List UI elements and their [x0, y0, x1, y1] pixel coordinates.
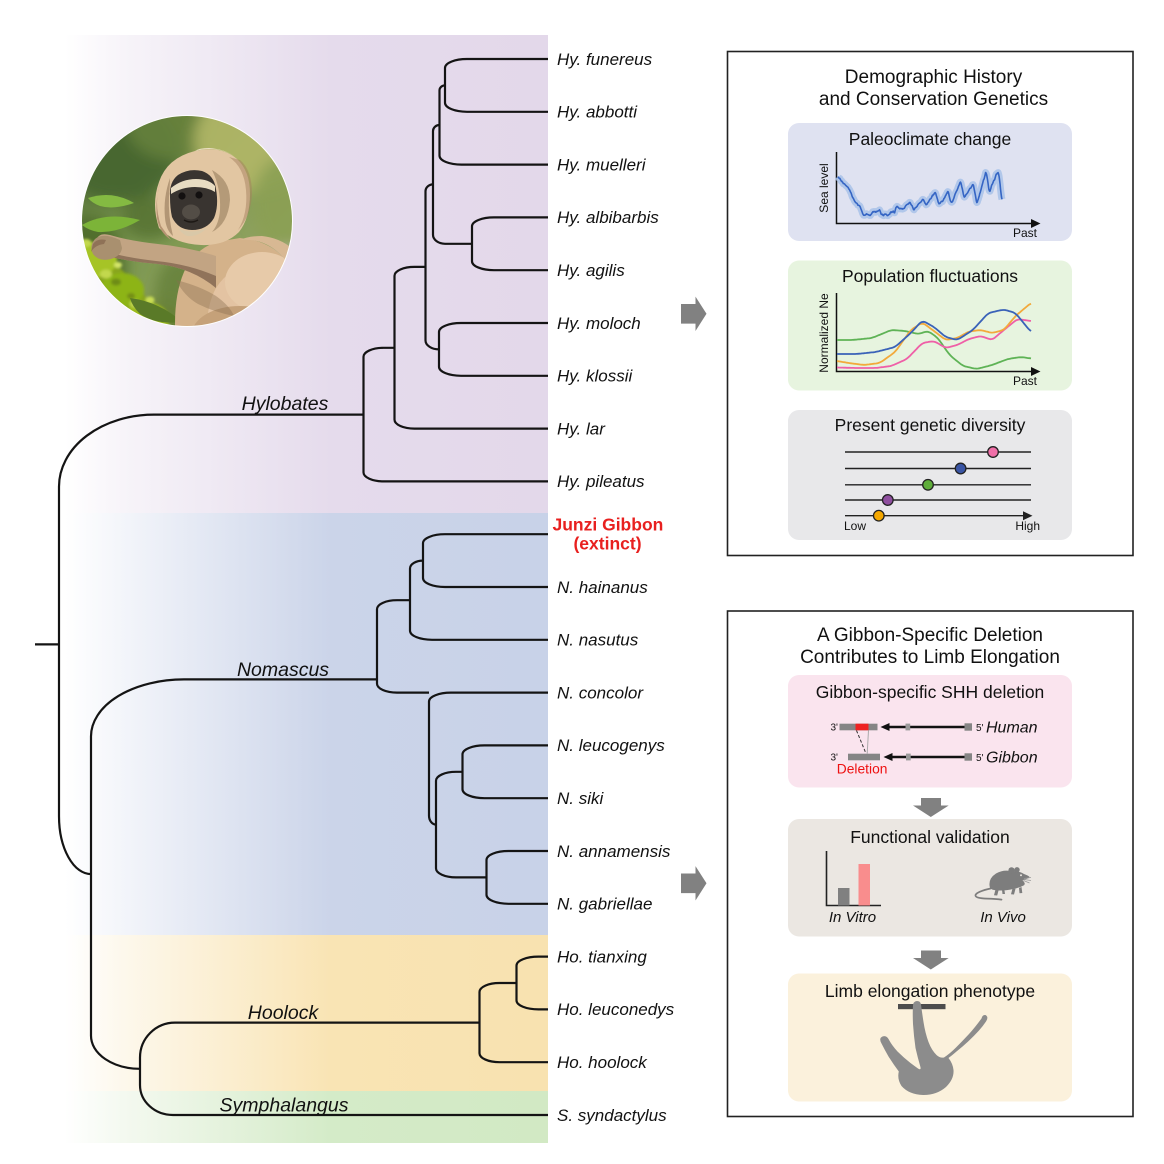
svg-text:Past: Past — [1013, 374, 1038, 388]
svg-text:Paleoclimate change: Paleoclimate change — [849, 129, 1011, 149]
svg-text:Symphalangus: Symphalangus — [220, 1095, 349, 1117]
svg-text:Hy. funereus: Hy. funereus — [557, 50, 653, 69]
svg-text:N. leucogenys: N. leucogenys — [557, 736, 665, 755]
svg-text:Hy. lar: Hy. lar — [557, 419, 606, 438]
svg-text:3': 3' — [831, 723, 839, 734]
svg-text:Hy. abbotti: Hy. abbotti — [557, 103, 638, 122]
svg-text:Hy. muelleri: Hy. muelleri — [557, 155, 647, 174]
svg-text:Gibbon: Gibbon — [986, 750, 1038, 767]
svg-text:N. gabriellae: N. gabriellae — [557, 895, 652, 914]
svg-text:Ho. hoolock: Ho. hoolock — [557, 1053, 648, 1072]
svg-text:Hoolock: Hoolock — [248, 1002, 320, 1024]
svg-text:In Vivo: In Vivo — [980, 909, 1026, 926]
svg-text:Ho. tianxing: Ho. tianxing — [557, 947, 647, 966]
svg-text:Ho. leuconedys: Ho. leuconedys — [557, 1000, 675, 1019]
svg-text:Normalized Ne: Normalized Ne — [817, 293, 831, 373]
svg-text:Demographic History: Demographic History — [845, 67, 1023, 88]
svg-text:Hy. agilis: Hy. agilis — [557, 261, 625, 280]
svg-text:5': 5' — [976, 723, 984, 734]
svg-text:Limb elongation phenotype: Limb elongation phenotype — [825, 981, 1035, 1001]
svg-text:Sea level: Sea level — [817, 163, 831, 212]
svg-text:N. siki: N. siki — [557, 789, 605, 808]
svg-text:N. hainanus: N. hainanus — [557, 578, 648, 597]
svg-text:Hy. albibarbis: Hy. albibarbis — [557, 208, 659, 227]
svg-text:Contributes to Limb Elongation: Contributes to Limb Elongation — [800, 647, 1060, 668]
svg-text:N. concolor: N. concolor — [557, 683, 644, 702]
svg-text:5': 5' — [976, 753, 984, 764]
svg-text:Functional validation: Functional validation — [850, 827, 1010, 847]
svg-text:Population fluctuations: Population fluctuations — [842, 266, 1018, 286]
svg-text:Gibbon-specific SHH deletion: Gibbon-specific SHH deletion — [816, 682, 1045, 702]
svg-text:In Vitro: In Vitro — [829, 909, 876, 926]
svg-text:(extinct): (extinct) — [573, 534, 641, 554]
svg-text:Present genetic diversity: Present genetic diversity — [835, 415, 1026, 435]
svg-text:Deletion: Deletion — [837, 762, 888, 777]
svg-text:N. nasutus: N. nasutus — [557, 631, 639, 650]
svg-text:Hy. pileatus: Hy. pileatus — [557, 472, 645, 491]
svg-text:N. annamensis: N. annamensis — [557, 842, 671, 861]
svg-text:Low: Low — [844, 519, 866, 533]
svg-text:Human: Human — [986, 720, 1038, 737]
svg-text:3': 3' — [831, 753, 839, 764]
svg-text:Junzi Gibbon: Junzi Gibbon — [553, 515, 664, 535]
svg-text:Hy. klossii: Hy. klossii — [557, 367, 633, 386]
svg-text:S. syndactylus: S. syndactylus — [557, 1106, 667, 1125]
svg-text:and Conservation Genetics: and Conservation Genetics — [819, 89, 1048, 110]
svg-text:A Gibbon-Specific Deletion: A Gibbon-Specific Deletion — [817, 625, 1043, 646]
svg-text:Nomascus: Nomascus — [237, 659, 329, 681]
svg-text:High: High — [1015, 519, 1040, 533]
svg-text:Past: Past — [1013, 226, 1038, 240]
svg-text:Hy. moloch: Hy. moloch — [557, 314, 641, 333]
svg-text:Hylobates: Hylobates — [242, 393, 329, 415]
